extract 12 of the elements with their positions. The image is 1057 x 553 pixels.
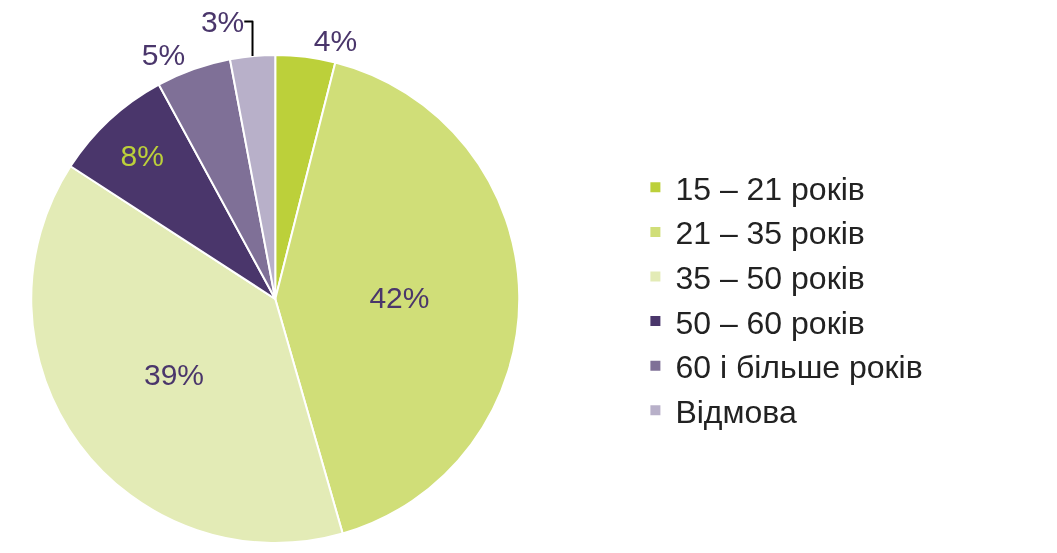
legend-label: 15 – 21 років [675, 170, 865, 207]
legend-label: 50 – 60 років [675, 304, 865, 341]
data-label: 8% [120, 138, 164, 172]
legend-label: 60 і більше років [675, 349, 923, 386]
legend-label: 21 – 35 років [675, 215, 865, 252]
data-label: 3% [200, 5, 245, 38]
legend-label: Відмова [675, 393, 797, 430]
data-label: 39% [144, 357, 205, 391]
data-label: 42% [369, 280, 430, 314]
data-label: 5% [141, 38, 186, 71]
data-label: 4% [313, 24, 358, 58]
legend-label: 35 – 50 років [675, 259, 865, 296]
